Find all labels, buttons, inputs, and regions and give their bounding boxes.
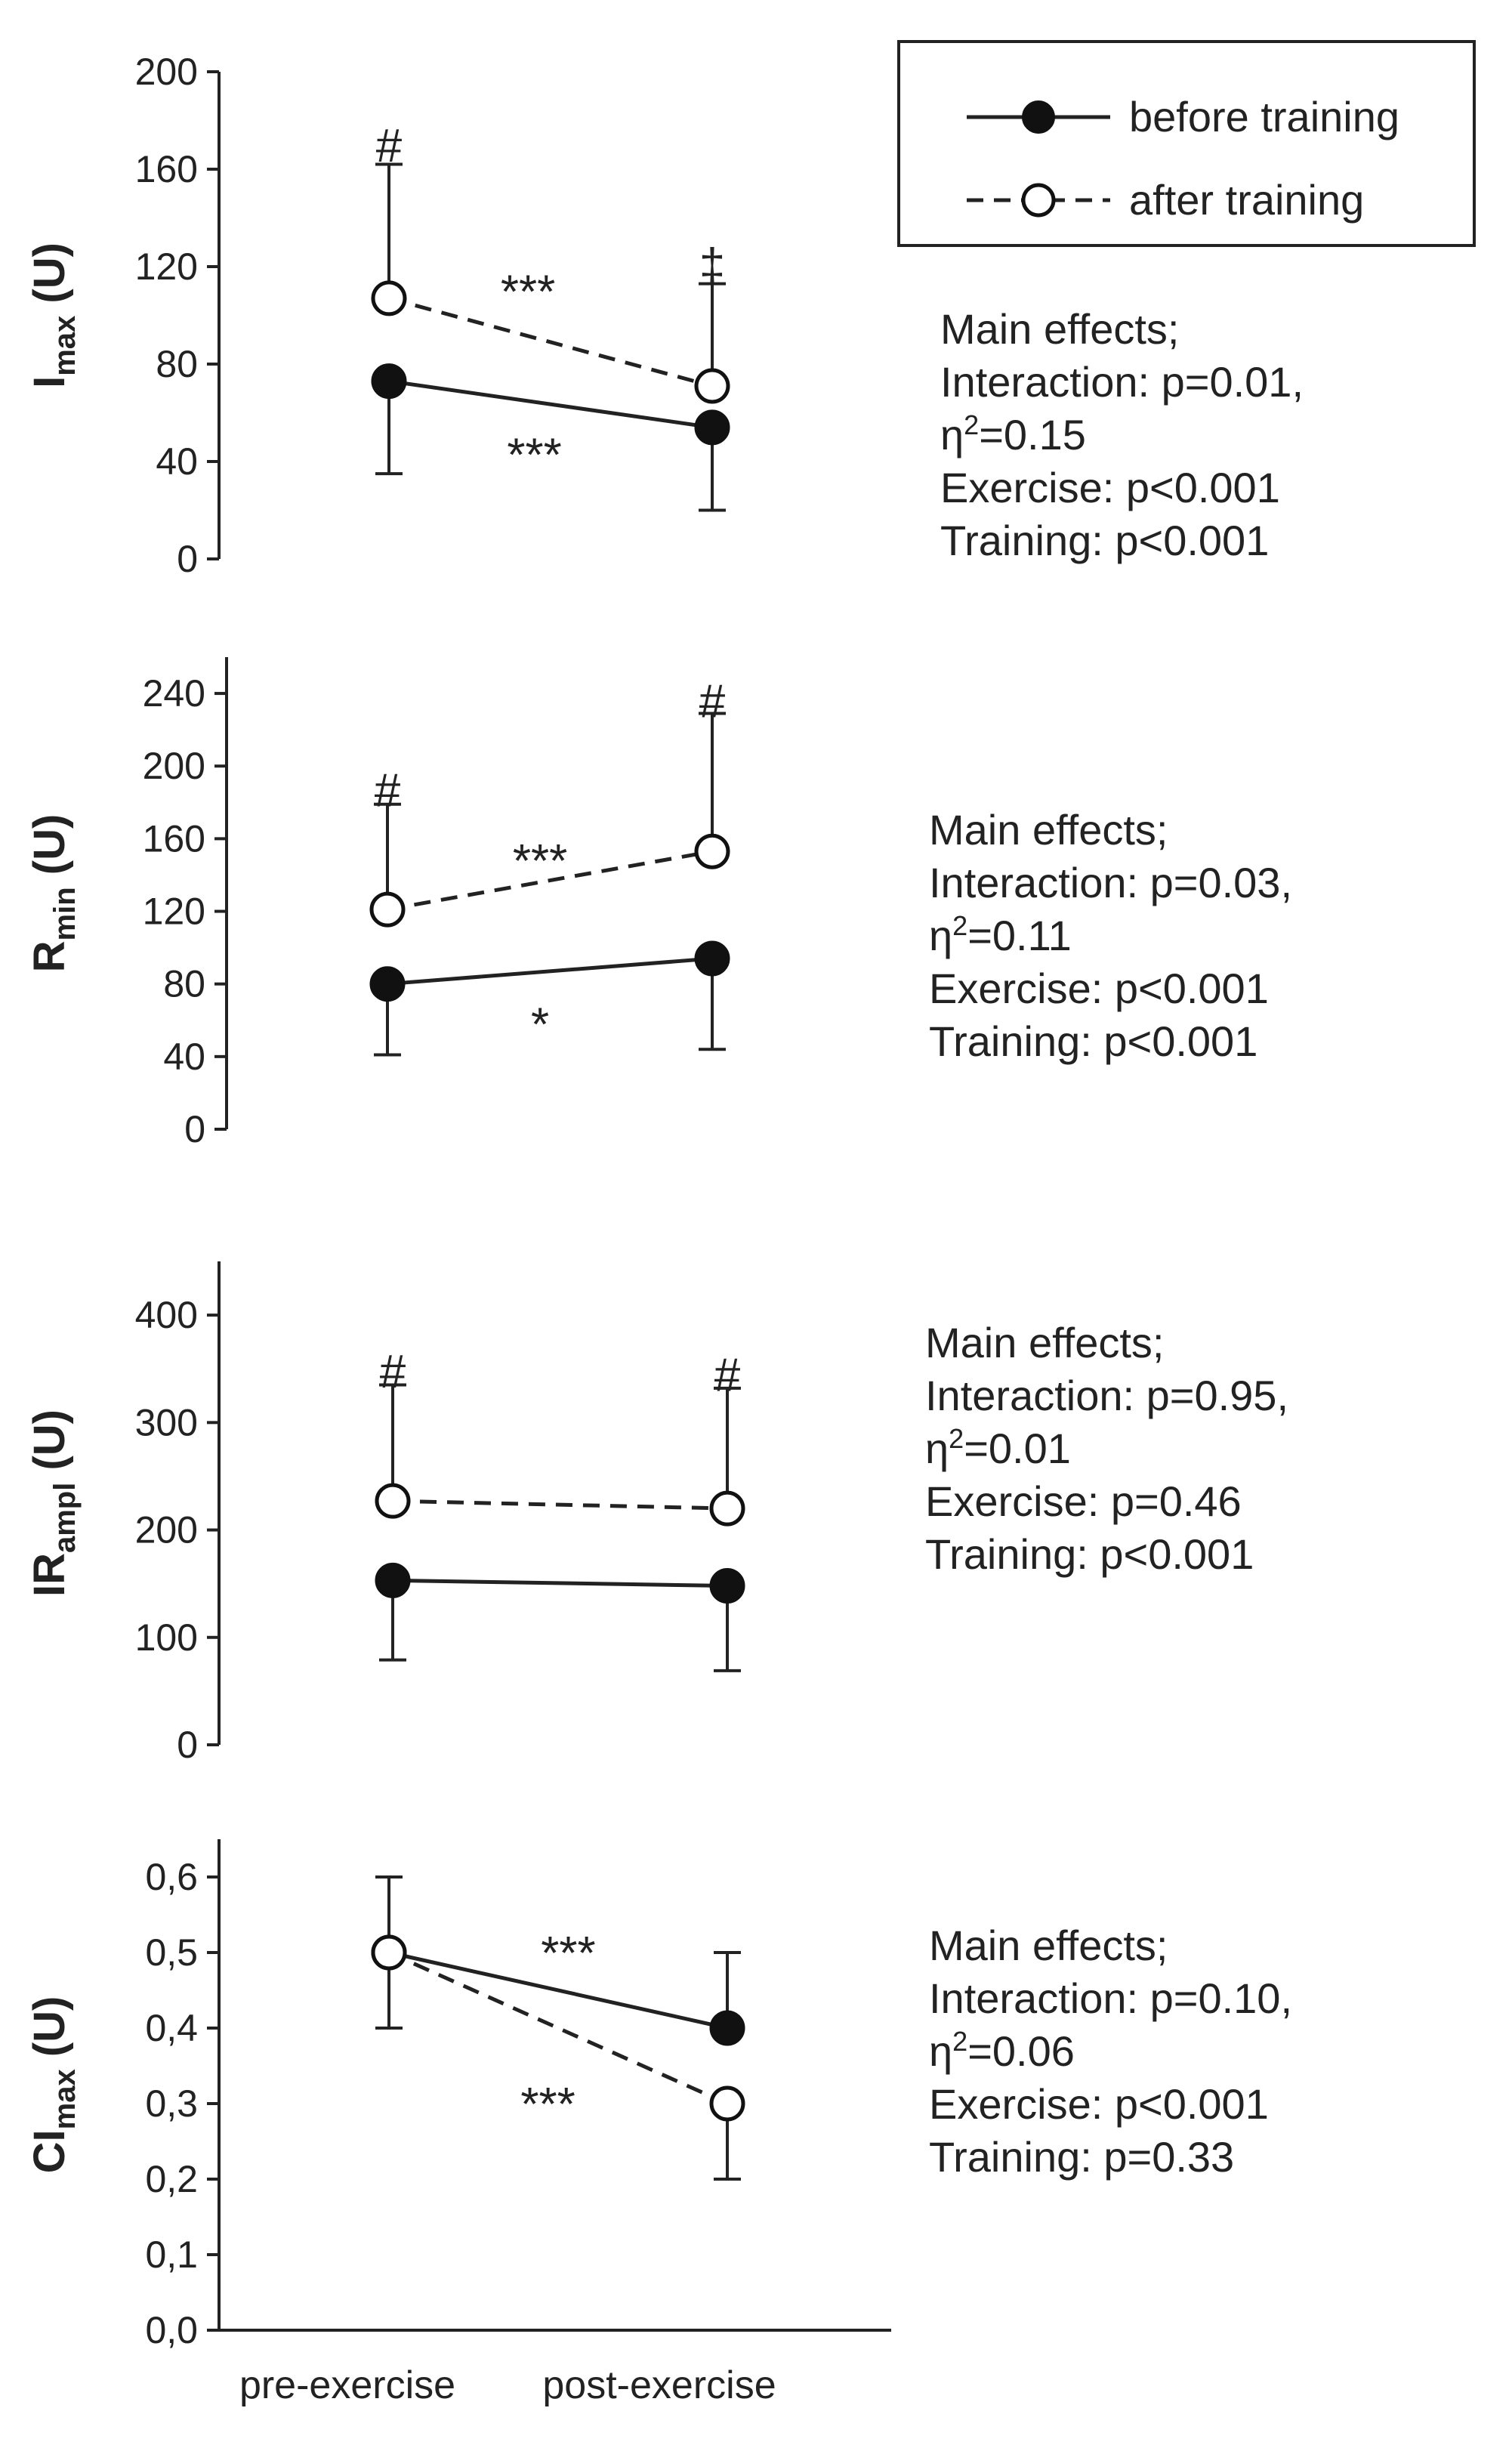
cimax-after-training-line — [387, 1950, 729, 2106]
category-label-pre-exercise: pre-exercise — [239, 2363, 455, 2407]
irampl-effects-eta-squared: η2=0.01 — [925, 1423, 1071, 1472]
cimax-y-tick-label: 0,1 — [145, 2234, 198, 2276]
irampl-after-training-point — [375, 1483, 411, 1519]
rmin-y-tick-label: 0 — [184, 1108, 205, 1150]
irampl-y-tick-label: 200 — [135, 1509, 198, 1551]
cimax-effects-eta-squared: η2=0.06 — [929, 2026, 1075, 2075]
rmin-annotation: *** — [513, 835, 567, 888]
irampl-effects-exercise: Exercise: p=0.46 — [925, 1477, 1242, 1525]
irampl-y-tick-label: 100 — [135, 1616, 198, 1659]
imax-before-training-point — [694, 409, 730, 446]
cimax-y-tick-label: 0,2 — [145, 2158, 198, 2200]
rmin-effects-eta-squared: η2=0.11 — [929, 910, 1072, 959]
irampl-after-training-line — [392, 1499, 728, 1511]
imax-y-tick-label: 120 — [135, 245, 198, 288]
cimax-effects-heading: Main effects; — [929, 1922, 1168, 1969]
cimax-y-tick-label: 0,5 — [145, 1931, 198, 1974]
irampl-before-training-line — [392, 1578, 728, 1588]
irampl-before-training-point — [709, 1568, 745, 1604]
rmin-y-tick-label: 240 — [143, 672, 205, 715]
imax-y-axis-label: Imax (U) — [25, 242, 82, 388]
rmin-effects-interaction: Interaction: p=0.03, — [929, 859, 1292, 906]
rmin-y-tick-label: 80 — [163, 963, 205, 1005]
rmin-annotation: # — [699, 676, 726, 728]
cimax-after-training-point — [709, 2085, 745, 2122]
rmin-annotation: # — [375, 764, 401, 817]
cimax-effects-interaction: Interaction: p=0.10, — [929, 1974, 1292, 2022]
rmin-effects-training: Training: p<0.001 — [929, 1017, 1257, 1065]
imax-effects-training: Training: p<0.001 — [940, 517, 1269, 564]
irampl-y-axis-label: IRampl (U) — [25, 1409, 82, 1597]
irampl-after-training-point — [709, 1490, 745, 1527]
category-label-post-exercise: post-exercise — [542, 2363, 776, 2407]
imax-y-tick-label: 0 — [177, 538, 198, 580]
imax-y-tick-label: 40 — [156, 440, 198, 483]
panel-imax: 0 40 80 120 160 200 Imax (U) # ‡ *** *** Main effec… — [25, 51, 1304, 580]
irampl-y-tick-label: 400 — [135, 1294, 198, 1336]
imax-y-tick-label: 160 — [135, 148, 198, 190]
legend-box — [897, 40, 1476, 247]
imax-annotation: *** — [501, 266, 555, 318]
imax-before-training-point — [371, 363, 407, 400]
imax-effects-heading: Main effects; — [940, 305, 1179, 353]
cimax-y-tick-label: 0,6 — [145, 1856, 198, 1898]
cimax-y-tick-label: 0,3 — [145, 2082, 198, 2125]
legend: before training after training — [897, 40, 1476, 247]
legend-label-after-training: after training — [1129, 176, 1364, 224]
imax-effects-eta-squared: η2=0.15 — [940, 409, 1086, 458]
imax-y-tick-label: 80 — [156, 343, 198, 385]
panel-irampl: 0 100 200 300 400 IRampl (U) # # Main effects; In… — [25, 1261, 1288, 1766]
rmin-before-training-line — [387, 956, 713, 986]
imax-after-training-point — [694, 368, 730, 404]
rmin-y-tick-label: 120 — [143, 891, 205, 933]
rmin-y-tick-label: 160 — [143, 817, 205, 860]
imax-after-training-point — [371, 280, 407, 316]
imax-before-training-line — [388, 379, 713, 430]
legend-marker-after-training — [1021, 183, 1056, 218]
imax-annotation: # — [376, 120, 403, 172]
rmin-before-training-point — [369, 966, 406, 1002]
rmin-y-axis-label: Rmin (U) — [25, 814, 82, 973]
irampl-y-tick-label: 0 — [177, 1724, 198, 1766]
panel-cimax: 0,0 0,1 0,2 0,3 0,4 0,5 0,6 CImax (U) *** *** Main… — [25, 1839, 1292, 2351]
cimax-y-tick-label: 0,4 — [145, 2007, 198, 2049]
cimax-annotation: *** — [520, 2079, 575, 2131]
rmin-effects-exercise: Exercise: p<0.001 — [929, 965, 1269, 1012]
cimax-effects-exercise: Exercise: p<0.001 — [929, 2080, 1269, 2128]
cimax-before-training-point — [709, 2010, 745, 2046]
cimax-y-tick-label: 0,0 — [145, 2309, 198, 2351]
imax-y-tick-label: 200 — [135, 51, 198, 93]
cimax-before-training-line — [388, 1950, 728, 2030]
legend-label-before-training: before training — [1129, 93, 1399, 140]
imax-effects-exercise: Exercise: p<0.001 — [940, 464, 1280, 511]
cimax-effects-training: Training: p=0.33 — [929, 2133, 1234, 2181]
cimax-annotation: *** — [541, 1928, 595, 1980]
irampl-annotation: # — [714, 1349, 741, 1401]
irampl-y-tick-label: 300 — [135, 1401, 198, 1443]
cimax-after-training-point — [371, 1934, 407, 1971]
rmin-effects-heading: Main effects; — [929, 806, 1168, 854]
cimax-y-axis-label: CImax (U) — [25, 1996, 82, 2174]
imax-annotation: ‡ — [699, 239, 725, 292]
legend-marker-before-training — [1022, 100, 1055, 134]
rmin-y-tick-label: 40 — [163, 1036, 205, 1078]
irampl-annotation: # — [380, 1346, 406, 1398]
rmin-annotation: * — [531, 999, 549, 1051]
imax-effects-interaction: Interaction: p=0.01, — [940, 358, 1304, 406]
irampl-effects-training: Training: p<0.001 — [925, 1530, 1254, 1578]
rmin-after-training-line — [387, 849, 713, 912]
rmin-after-training-point — [694, 833, 730, 869]
rmin-before-training-point — [694, 940, 730, 977]
imax-after-training-line — [388, 296, 713, 388]
rmin-y-tick-label: 200 — [143, 745, 205, 787]
irampl-before-training-point — [375, 1562, 411, 1598]
irampl-effects-interaction: Interaction: p=0.95, — [925, 1372, 1288, 1419]
rmin-after-training-point — [369, 891, 406, 928]
irampl-effects-heading: Main effects; — [925, 1319, 1164, 1366]
imax-annotation: *** — [507, 429, 561, 481]
